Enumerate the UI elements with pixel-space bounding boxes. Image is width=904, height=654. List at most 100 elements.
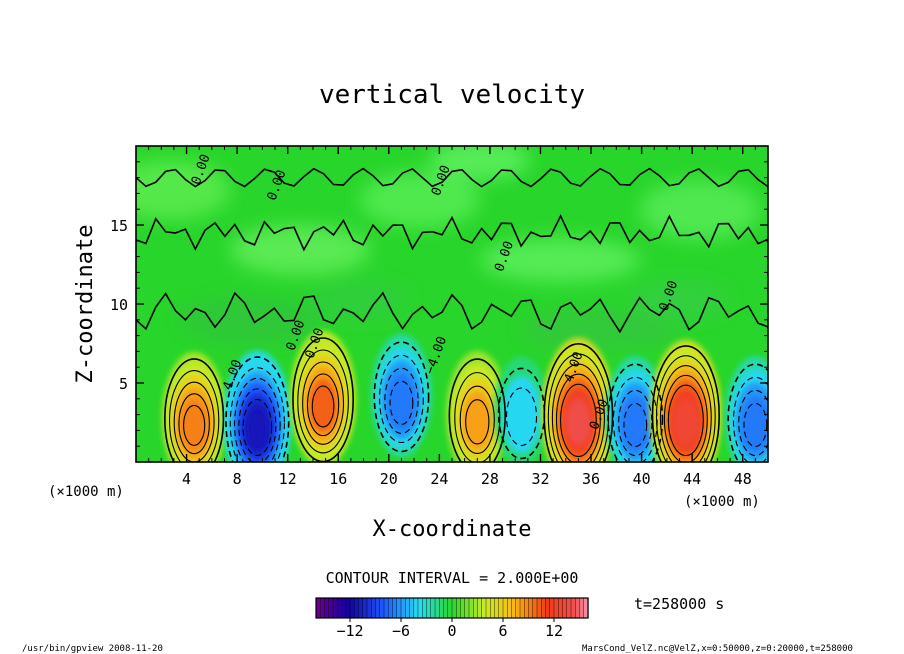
footer-left: /usr/bin/gpview 2008-11-20 xyxy=(22,644,163,654)
contour-line xyxy=(543,343,614,462)
contour-line xyxy=(555,373,601,462)
contour-line xyxy=(168,370,220,462)
x-axis: 4 8 12 16 20 24 28 32 36 40 44 48 xyxy=(148,146,756,488)
plot-area xyxy=(135,145,769,463)
contour-line xyxy=(297,349,349,454)
colorbar-cell xyxy=(417,597,423,619)
colorbar-cell xyxy=(473,597,479,619)
colorbar-cell xyxy=(430,597,436,619)
colorbar-cell xyxy=(456,597,462,619)
contour-line xyxy=(384,367,419,434)
y-tick-label: 5 xyxy=(119,375,128,393)
contour-line xyxy=(183,404,206,446)
colorbar-tick-label: 0 xyxy=(447,622,456,640)
velocity-cells xyxy=(162,330,768,462)
colorbar-cells xyxy=(315,597,589,619)
velocity-cell xyxy=(493,356,550,462)
background-patch xyxy=(640,180,760,240)
colorbar-cell xyxy=(332,597,338,619)
colorbar-cell xyxy=(524,597,530,619)
colorbar-cell xyxy=(328,597,334,619)
colorbar-cell xyxy=(434,597,440,619)
colorbar-tick-label: 6 xyxy=(498,622,507,640)
colorbar-cell xyxy=(460,597,466,619)
colorbar-cell xyxy=(400,597,406,619)
contour-line xyxy=(663,374,708,462)
contour-line xyxy=(727,363,768,462)
upper-contour-line xyxy=(136,214,768,252)
velocity-cell-ring xyxy=(249,414,266,445)
x-tick-label: 32 xyxy=(531,470,549,488)
colorbar-cell xyxy=(579,597,585,619)
colorbar-cell xyxy=(494,597,500,619)
background-patch xyxy=(310,280,410,320)
background-patch xyxy=(630,280,730,320)
time-label: t=258000 s xyxy=(634,595,724,613)
velocity-cell-ring xyxy=(746,408,765,443)
contour-line xyxy=(659,365,712,462)
y-tick-label: 10 xyxy=(110,296,128,314)
colorbar-cell xyxy=(507,597,513,619)
x-unit-left: (×1000 m) xyxy=(48,484,124,500)
colorbar-cell xyxy=(485,597,491,619)
contour-line xyxy=(459,385,495,454)
velocity-cell-ring xyxy=(185,410,203,443)
velocity-cell-ring xyxy=(570,408,587,439)
colorbar-cell xyxy=(553,597,559,619)
colorbar-cell xyxy=(422,597,428,619)
contour-line xyxy=(234,377,281,462)
colorbar-tick-label: −12 xyxy=(336,622,363,640)
x-tick-label: 20 xyxy=(380,470,398,488)
x-tick-label: 24 xyxy=(430,470,448,488)
x-tick-label: 40 xyxy=(633,470,651,488)
velocity-cell-ring xyxy=(392,386,411,421)
contour-line xyxy=(655,355,716,462)
colorbar-cell xyxy=(354,597,360,619)
contour-line xyxy=(379,354,424,444)
colorbar-cell xyxy=(468,597,474,619)
contour-line xyxy=(623,402,648,448)
colorbar-cell xyxy=(396,597,402,619)
colorbar-cell xyxy=(511,597,517,619)
x-axis-label: X-coordinate xyxy=(373,517,532,542)
colorbar-cell xyxy=(532,597,538,619)
colorbar-cell xyxy=(536,597,542,619)
contour-lines xyxy=(136,167,768,462)
contour-line xyxy=(465,399,490,445)
contour-line xyxy=(607,363,664,462)
colorbar-tick-label: 12 xyxy=(545,622,563,640)
colorbar-cell xyxy=(426,597,432,619)
footer-right: MarsCond_VelZ.nc@VelZ,x=0:50000,z=0:2000… xyxy=(582,644,853,654)
colorbar-cell xyxy=(362,597,368,619)
x-tick-label: 8 xyxy=(233,470,242,488)
contour-line xyxy=(743,402,768,448)
background-patch xyxy=(230,225,370,275)
contour-interval: CONTOUR INTERVAL = 2.000E+00 xyxy=(326,569,579,587)
colorbar-cell xyxy=(388,597,394,619)
colorbar-cell xyxy=(447,597,453,619)
contour-line xyxy=(229,367,285,462)
colorbar-cell xyxy=(490,597,496,619)
contour-line xyxy=(311,385,335,428)
colorbar: −12 −6 0 6 12 xyxy=(315,597,589,640)
colorbar-cell xyxy=(341,597,347,619)
contour-line xyxy=(505,387,538,447)
colorbar-cell xyxy=(392,597,398,619)
background-patch xyxy=(180,296,320,344)
colorbar-cell xyxy=(481,597,487,619)
colorbar-cell xyxy=(515,597,521,619)
colorbar-cell xyxy=(409,597,415,619)
contour-line xyxy=(551,363,605,462)
x-tick-label: 36 xyxy=(582,470,600,488)
colorbar-cell xyxy=(366,597,372,619)
colorbar-cell xyxy=(464,597,470,619)
colorbar-cell xyxy=(379,597,385,619)
x-tick-label: 48 xyxy=(734,470,752,488)
colorbar-cell xyxy=(519,597,525,619)
contour-line xyxy=(306,373,340,437)
contour-line xyxy=(651,345,720,462)
colorbar-cell xyxy=(375,597,381,619)
chart-title: vertical velocity xyxy=(319,80,585,110)
contour-line xyxy=(667,384,704,457)
contour-line xyxy=(302,361,345,445)
